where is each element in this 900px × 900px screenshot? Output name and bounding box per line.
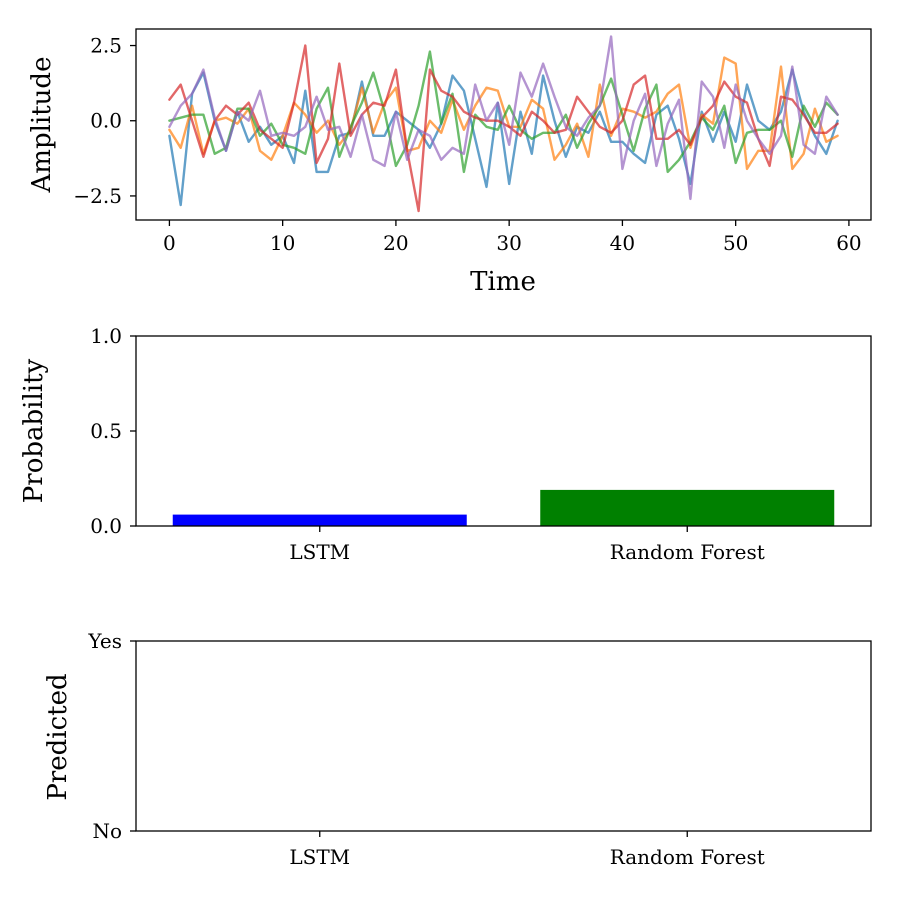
y-tick-label: Yes — [87, 629, 122, 653]
x-tick-label: 40 — [610, 231, 635, 255]
axes-frame — [135, 28, 872, 221]
y-ticks: 2.5 0.0 −2.5 — [73, 34, 136, 208]
series-line-3 — [168, 50, 839, 174]
y-axis-label: Predicted — [43, 673, 73, 800]
bar-random-forest — [540, 489, 835, 526]
y-ticks: No Yes — [87, 629, 136, 843]
series-line-5 — [168, 35, 839, 201]
x-tick-label: 50 — [723, 231, 748, 255]
x-tick-label: LSTM — [289, 540, 350, 564]
bar-lstm — [172, 514, 467, 526]
x-ticks: 0 10 20 30 40 50 60 — [163, 220, 862, 255]
x-tick-label: Random Forest — [610, 540, 765, 564]
series-lines — [168, 35, 839, 213]
y-tick-label: 0.0 — [90, 109, 122, 133]
x-ticks: LSTM Random Forest — [289, 831, 765, 869]
x-ticks: LSTM Random Forest — [289, 526, 765, 564]
x-tick-label: Random Forest — [610, 845, 765, 869]
probability-bars — [172, 489, 835, 526]
y-tick-label: 1.0 — [90, 324, 122, 348]
y-tick-label: 0.0 — [90, 514, 122, 538]
x-tick-label: 60 — [836, 231, 861, 255]
x-tick-label: 0 — [163, 231, 176, 255]
x-tick-label: 10 — [270, 231, 295, 255]
y-axis-label: Amplitude — [27, 57, 57, 194]
x-tick-label: 20 — [383, 231, 408, 255]
axes-frame — [135, 640, 872, 832]
y-axis-label: Probability — [19, 358, 49, 503]
x-tick-label: 30 — [496, 231, 521, 255]
y-tick-label: 2.5 — [90, 34, 122, 58]
y-tick-label: −2.5 — [73, 184, 122, 208]
probability-bar-chart: LSTM Random Forest 0.0 0.5 1.0 Probability — [19, 324, 872, 564]
y-tick-label: 0.5 — [90, 419, 122, 443]
series-line-2 — [168, 56, 839, 171]
amplitude-line-chart: 0 10 20 30 40 50 60 2.5 0.0 −2.5 Time Amplitude — [27, 28, 872, 297]
x-tick-label: LSTM — [289, 845, 350, 869]
x-axis-label: Time — [470, 267, 536, 297]
predicted-chart: LSTM Random Forest No Yes Predicted — [43, 629, 872, 869]
y-tick-label: No — [92, 819, 122, 843]
y-ticks: 0.0 0.5 1.0 — [90, 324, 136, 538]
